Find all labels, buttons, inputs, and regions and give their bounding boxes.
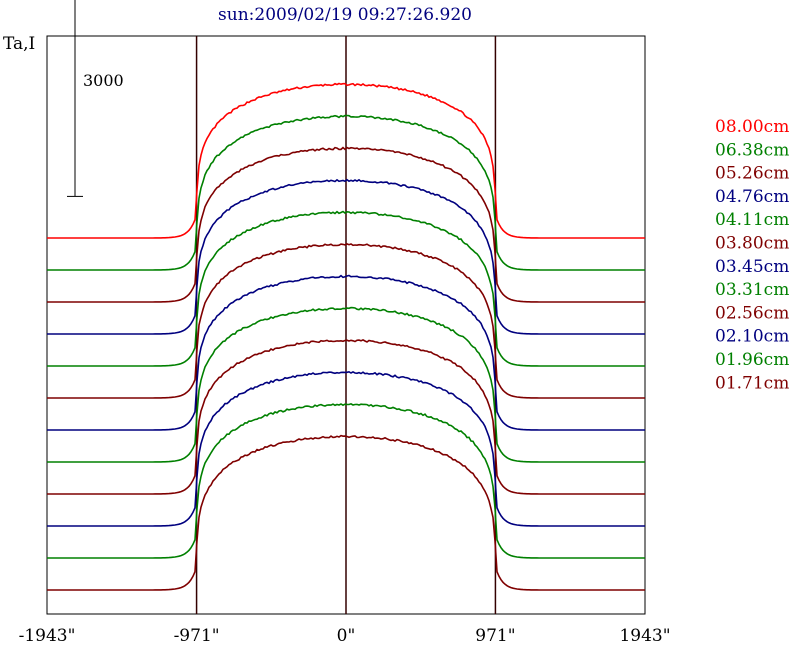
series-line-7 (47, 306, 645, 463)
legend-item-9: 02.10cm (715, 327, 789, 347)
series-line-5 (47, 243, 645, 399)
x-tick-label-4: 1943" (619, 626, 670, 646)
chart-title: sun:2009/02/19 09:27:26.920 (218, 5, 472, 25)
y-axis-label: Ta,I (3, 34, 35, 54)
legend: 08.00cm 06.38cm 05.26cm 04.76cm 04.11cm 03.80… (715, 117, 789, 393)
x-tick-label-2: 0" (337, 626, 356, 646)
series-line-3 (47, 178, 645, 335)
series-line-8 (47, 339, 645, 495)
legend-item-8: 02.56cm (715, 303, 789, 323)
x-tick-labels: -1943" -971" 0" 971" 1943" (19, 626, 671, 646)
x-tick-label-3: 971" (475, 626, 515, 646)
scale-bar (67, 0, 83, 197)
series-line-6 (47, 274, 645, 431)
series-line-11 (47, 434, 645, 591)
series-line-2 (47, 146, 645, 303)
legend-item-5: 03.80cm (715, 234, 789, 254)
x-tick-label-0: -1943" (19, 626, 76, 646)
x-tick-label-1: -971" (174, 626, 220, 646)
legend-item-1: 06.38cm (715, 140, 789, 160)
series-line-9 (47, 370, 645, 527)
scale-bar-label: 3000 (83, 71, 124, 90)
series-line-0 (47, 82, 645, 239)
legend-item-3: 04.76cm (715, 187, 789, 207)
legend-item-0: 08.00cm (715, 117, 789, 137)
legend-item-7: 03.31cm (715, 280, 789, 300)
legend-item-6: 03.45cm (715, 257, 789, 277)
legend-item-10: 01.96cm (715, 350, 789, 370)
series-lines (47, 82, 645, 591)
vertical-reference-lines (195, 36, 497, 614)
series-line-4 (47, 210, 645, 367)
series-line-10 (47, 403, 645, 559)
legend-item-4: 04.11cm (715, 210, 789, 230)
legend-item-11: 01.71cm (715, 373, 789, 393)
legend-item-2: 05.26cm (715, 164, 789, 184)
series-line-1 (47, 114, 645, 271)
